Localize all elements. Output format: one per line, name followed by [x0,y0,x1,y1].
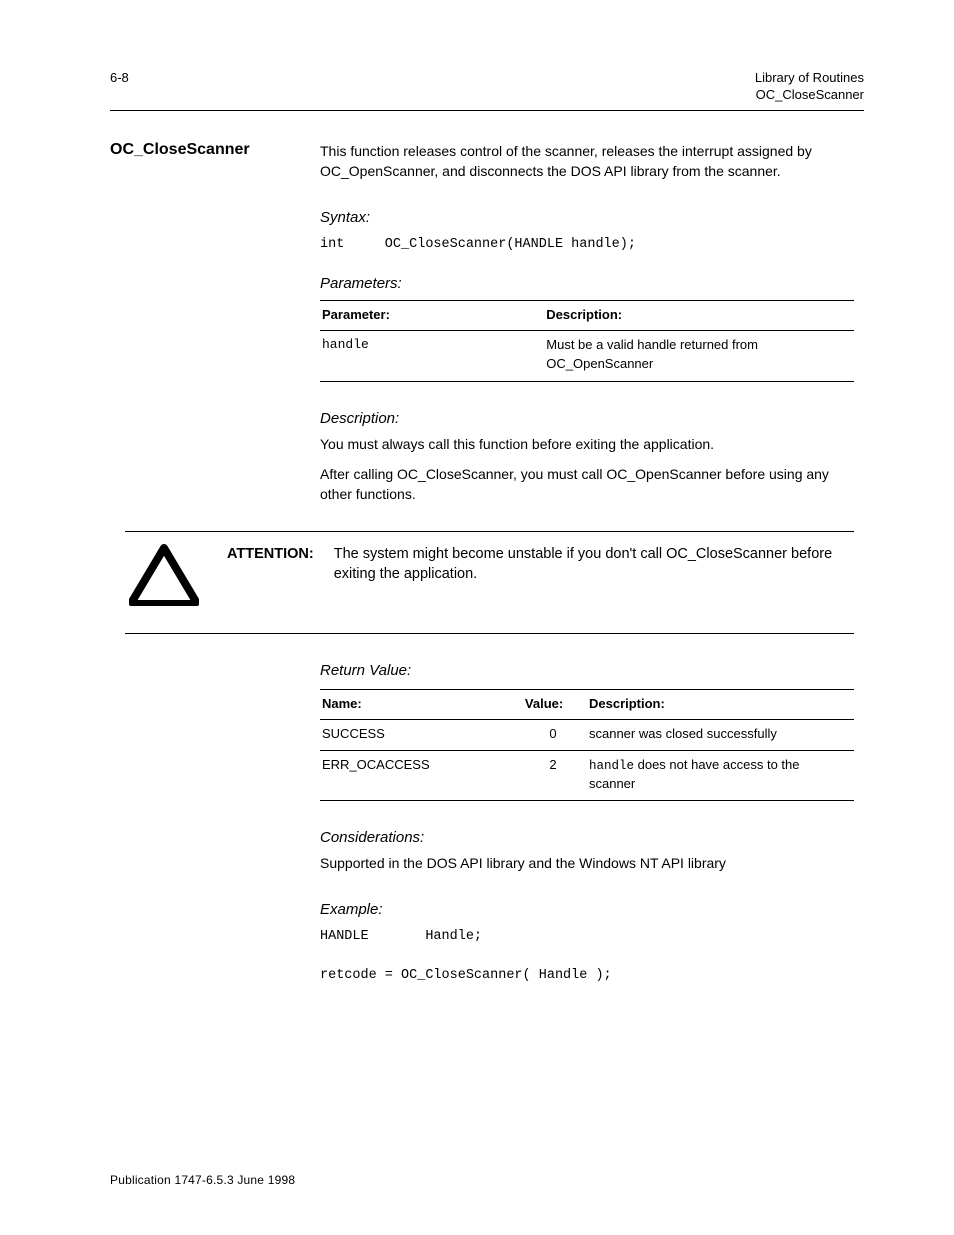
syntax-heading: Syntax: [320,207,854,229]
table-row: SUCCESS 0 scanner was closed successfull… [320,720,854,751]
attention-callout: ATTENTION: The system might become unsta… [125,531,854,634]
col-name: Name: [320,690,523,720]
param-name-cell: handle [320,331,544,382]
table-row: handle Must be a valid handle returned f… [320,331,854,382]
ret-desc-prefix: handle [589,759,634,773]
considerations-heading: Considerations: [320,827,854,849]
attention-message: The system might become unstable if you … [334,544,854,585]
header-topic: OC_CloseScanner [755,87,864,104]
running-head: 6-8 Library of Routines OC_CloseScanner [110,70,864,104]
table-header-row: Parameter: Description: [320,301,854,331]
attention-label: ATTENTION: [227,544,314,585]
ret-value-cell: 0 [523,720,587,751]
parameters-heading: Parameters: [320,273,854,295]
considerations-text: Supported in the DOS API library and the… [320,853,854,873]
table-row: ERR_OCACCESS 2 handle does not have acce… [320,751,854,801]
ret-value-cell: 2 [523,751,587,801]
publication-footer: Publication 1747-6.5.3 June 1998 [110,1173,295,1187]
header-rule [110,110,864,111]
param-desc-cell: Must be a valid handle returned from OC_… [544,331,854,382]
header-right: Library of Routines OC_CloseScanner [755,70,864,104]
col-desc: Description: [587,690,854,720]
ret-name-cell: SUCCESS [320,720,523,751]
header-chapter: Library of Routines [755,70,864,87]
ret-desc-cell: handle does not have access to the scann… [587,751,854,801]
col-value: Value: [523,690,587,720]
example-heading: Example: [320,899,854,921]
page-container: 6-8 Library of Routines OC_CloseScanner … [0,0,954,986]
body-column-2: Return Value: Name: Value: Description: … [320,660,854,986]
table-header-row: Name: Value: Description: [320,690,854,720]
syntax-code: int OC_CloseScanner(HANDLE handle); [320,235,854,255]
col-description: Description: [544,301,854,331]
return-heading: Return Value: [320,660,854,682]
page-number: 6-8 [110,70,129,85]
example-code: HANDLE Handle; retcode = OC_CloseScanner… [320,927,854,986]
description-para1: You must always call this function befor… [320,434,854,454]
warning-icon [129,544,199,611]
description-heading: Description: [320,408,854,430]
return-table: Name: Value: Description: SUCCESS 0 scan… [320,689,854,801]
body-column: This function releases control of the sc… [320,141,854,505]
intro-paragraph: This function releases control of the sc… [320,141,854,182]
ret-name-cell: ERR_OCACCESS [320,751,523,801]
description-para2: After calling OC_CloseScanner, you must … [320,464,854,505]
parameters-table: Parameter: Description: handle Must be a… [320,300,854,382]
ret-desc-cell: scanner was closed successfully [587,720,854,751]
attention-body: ATTENTION: The system might become unsta… [227,544,854,585]
col-parameter: Parameter: [320,301,544,331]
